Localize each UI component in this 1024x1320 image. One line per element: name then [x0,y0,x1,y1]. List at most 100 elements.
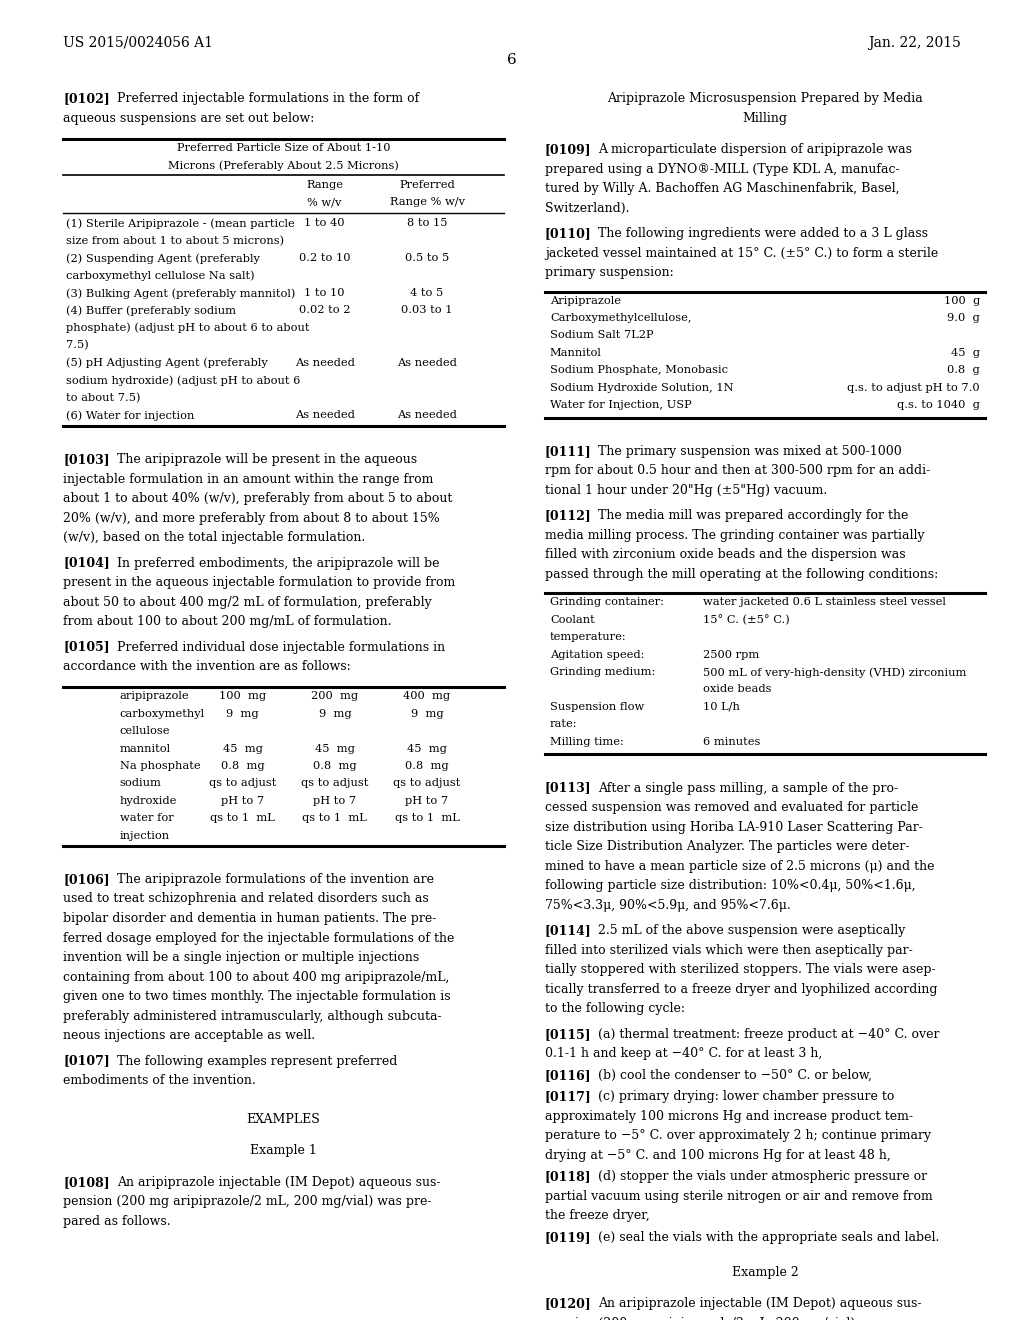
Text: 6: 6 [507,53,517,67]
Text: Preferred Particle Size of About 1-10: Preferred Particle Size of About 1-10 [177,144,390,153]
Text: aqueous suspensions are set out below:: aqueous suspensions are set out below: [63,112,314,125]
Text: 15° C. (±5° C.): 15° C. (±5° C.) [703,615,791,626]
Text: q.s. to 1040  g: q.s. to 1040 g [897,400,980,411]
Text: US 2015/0024056 A1: US 2015/0024056 A1 [63,36,213,50]
Text: cessed suspension was removed and evaluated for particle: cessed suspension was removed and evalua… [545,801,919,814]
Text: The media mill was prepared accordingly for the: The media mill was prepared accordingly … [598,510,908,523]
Text: [0108]: [0108] [63,1176,111,1189]
Text: tially stoppered with sterilized stoppers. The vials were asep-: tially stoppered with sterilized stopper… [545,964,935,977]
Text: As needed: As needed [397,358,457,368]
Text: jacketed vessel maintained at 15° C. (±5° C.) to form a sterile: jacketed vessel maintained at 15° C. (±5… [545,247,938,260]
Text: injectable formulation in an amount within the range from: injectable formulation in an amount with… [63,473,434,486]
Text: pH to 7: pH to 7 [406,796,449,807]
Text: (4) Buffer (preferably sodium: (4) Buffer (preferably sodium [66,305,236,315]
Text: In preferred embodiments, the aripiprazole will be: In preferred embodiments, the aripiprazo… [117,557,439,569]
Text: neous injections are acceptable as well.: neous injections are acceptable as well. [63,1030,315,1043]
Text: 6 minutes: 6 minutes [703,737,761,747]
Text: given one to two times monthly. The injectable formulation is: given one to two times monthly. The inje… [63,990,452,1003]
Text: [0103]: [0103] [63,453,111,466]
Text: An aripiprazole injectable (IM Depot) aqueous sus-: An aripiprazole injectable (IM Depot) aq… [598,1298,922,1311]
Text: 7.5): 7.5) [66,341,88,351]
Text: The primary suspension was mixed at 500-1000: The primary suspension was mixed at 500-… [598,445,902,458]
Text: filled into sterilized vials which were then aseptically par-: filled into sterilized vials which were … [545,944,912,957]
Text: qs to adjust: qs to adjust [209,779,276,788]
Text: [0104]: [0104] [63,557,111,569]
Text: sodium: sodium [120,779,162,788]
Text: rate:: rate: [550,719,578,730]
Text: Suspension flow: Suspension flow [550,702,644,711]
Text: perature to −5° C. over approximately 2 h; continue primary: perature to −5° C. over approximately 2 … [545,1130,931,1142]
Text: hydroxide: hydroxide [120,796,177,807]
Text: Switzerland).: Switzerland). [545,202,630,215]
Text: sodium hydroxide) (adjust pH to about 6: sodium hydroxide) (adjust pH to about 6 [66,375,300,385]
Text: 0.1-1 h and keep at −40° C. for at least 3 h,: 0.1-1 h and keep at −40° C. for at least… [545,1047,822,1060]
Text: 0.02 to 2: 0.02 to 2 [299,305,350,315]
Text: [0115]: [0115] [545,1028,592,1040]
Text: carboxymethyl: carboxymethyl [120,709,205,719]
Text: ferred dosage employed for the injectable formulations of the: ferred dosage employed for the injectabl… [63,932,455,945]
Text: Na phosphate: Na phosphate [120,762,201,771]
Text: 9  mg: 9 mg [318,709,351,719]
Text: 0.5 to 5: 0.5 to 5 [404,253,450,263]
Text: [0114]: [0114] [545,924,592,937]
Text: primary suspension:: primary suspension: [545,267,674,280]
Text: (b) cool the condenser to −50° C. or below,: (b) cool the condenser to −50° C. or bel… [598,1069,872,1081]
Text: to about 7.5): to about 7.5) [66,392,140,403]
Text: The following ingredients were added to a 3 L glass: The following ingredients were added to … [598,227,928,240]
Text: Preferred individual dose injectable formulations in: Preferred individual dose injectable for… [117,640,444,653]
Text: passed through the mill operating at the following conditions:: passed through the mill operating at the… [545,568,938,581]
Text: Grinding medium:: Grinding medium: [550,667,655,677]
Text: Agitation speed:: Agitation speed: [550,649,644,660]
Text: q.s. to adjust pH to 7.0: q.s. to adjust pH to 7.0 [847,383,980,393]
Text: from about 100 to about 200 mg/mL of formulation.: from about 100 to about 200 mg/mL of for… [63,615,392,628]
Text: cellulose: cellulose [120,726,170,737]
Text: Range % w/v: Range % w/v [389,197,465,207]
Text: to the following cycle:: to the following cycle: [545,1002,685,1015]
Text: [0119]: [0119] [545,1230,592,1243]
Text: pension (200 mg aripiprazole/2 mL, 200 mg/vial) was pre-: pension (200 mg aripiprazole/2 mL, 200 m… [63,1196,432,1208]
Text: pension (200 mg aripiprazole/2 mL, 200 mg/vial) was pre-: pension (200 mg aripiprazole/2 mL, 200 m… [545,1317,913,1320]
Text: Jan. 22, 2015: Jan. 22, 2015 [867,36,961,50]
Text: carboxymethyl cellulose Na salt): carboxymethyl cellulose Na salt) [66,271,254,281]
Text: size from about 1 to about 5 microns): size from about 1 to about 5 microns) [66,236,284,246]
Text: Aripiprazole Microsuspension Prepared by Media: Aripiprazole Microsuspension Prepared by… [607,92,923,106]
Text: tured by Willy A. Bachoffen AG Maschinenfabrik, Basel,: tured by Willy A. Bachoffen AG Maschinen… [545,182,899,195]
Text: containing from about 100 to about 400 mg aripiprazole/mL,: containing from about 100 to about 400 m… [63,970,450,983]
Text: The following examples represent preferred: The following examples represent preferr… [117,1055,397,1068]
Text: phosphate) (adjust pH to about 6 to about: phosphate) (adjust pH to about 6 to abou… [66,323,309,334]
Text: the freeze dryer,: the freeze dryer, [545,1209,649,1222]
Text: (3) Bulking Agent (preferably mannitol): (3) Bulking Agent (preferably mannitol) [66,288,295,298]
Text: 2500 rpm: 2500 rpm [703,649,760,660]
Text: injection: injection [120,830,170,841]
Text: [0102]: [0102] [63,92,111,106]
Text: [0109]: [0109] [545,143,592,156]
Text: qs to adjust: qs to adjust [301,779,369,788]
Text: rpm for about 0.5 hour and then at 300-500 rpm for an addi-: rpm for about 0.5 hour and then at 300-5… [545,465,930,478]
Text: [0120]: [0120] [545,1298,592,1311]
Text: As needed: As needed [295,358,354,368]
Text: about 1 to about 40% (w/v), preferably from about 5 to about: about 1 to about 40% (w/v), preferably f… [63,492,453,506]
Text: accordance with the invention are as follows:: accordance with the invention are as fol… [63,660,351,673]
Text: An aripiprazole injectable (IM Depot) aqueous sus-: An aripiprazole injectable (IM Depot) aq… [117,1176,440,1189]
Text: preferably administered intramuscularly, although subcuta-: preferably administered intramuscularly,… [63,1010,442,1023]
Text: Range: Range [306,180,343,190]
Text: 500 mL of very-high-density (VHD) zirconium: 500 mL of very-high-density (VHD) zircon… [703,667,967,677]
Text: Milling: Milling [742,112,787,125]
Text: 2.5 mL of the above suspension were aseptically: 2.5 mL of the above suspension were asep… [598,924,905,937]
Text: 200  mg: 200 mg [311,692,358,701]
Text: Aripiprazole: Aripiprazole [550,296,621,306]
Text: present in the aqueous injectable formulation to provide from: present in the aqueous injectable formul… [63,576,456,589]
Text: 0.8  mg: 0.8 mg [313,762,356,771]
Text: Example 1: Example 1 [250,1144,317,1158]
Text: water jacketed 0.6 L stainless steel vessel: water jacketed 0.6 L stainless steel ves… [703,598,946,607]
Text: [0106]: [0106] [63,873,111,886]
Text: [0111]: [0111] [545,445,592,458]
Text: 45  g: 45 g [951,348,980,358]
Text: Sodium Phosphate, Monobasic: Sodium Phosphate, Monobasic [550,366,728,375]
Text: pH to 7: pH to 7 [313,796,356,807]
Text: 0.8  g: 0.8 g [947,366,980,375]
Text: 1 to 40: 1 to 40 [304,218,345,228]
Text: size distribution using Horiba LA-910 Laser Scattering Par-: size distribution using Horiba LA-910 La… [545,821,923,834]
Text: drying at −5° C. and 100 microns Hg for at least 48 h,: drying at −5° C. and 100 microns Hg for … [545,1148,891,1162]
Text: (6) Water for injection: (6) Water for injection [66,411,194,421]
